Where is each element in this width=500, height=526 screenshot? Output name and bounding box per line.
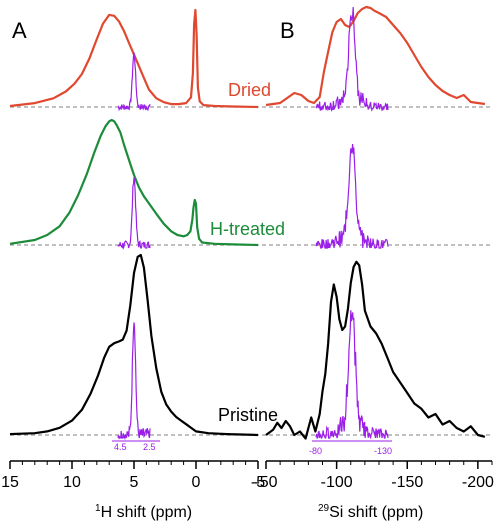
- tick-label: 15: [1, 474, 19, 491]
- tick-label: 5: [130, 474, 139, 491]
- panel-label-a: A: [12, 18, 27, 43]
- tick-label: -50: [254, 474, 277, 491]
- x-axis-title-b: 29Si shift (ppm): [318, 503, 423, 521]
- label-dried: Dried: [228, 80, 271, 100]
- inset-peak-6: [315, 310, 389, 440]
- series-line-b-dried: [265, 5, 486, 107]
- series-line-a-h-treated: [9, 118, 259, 247]
- inset-peak-4: [315, 7, 389, 113]
- inset-peak-3: [117, 322, 151, 441]
- x-axis-title-a-sup: 1: [95, 503, 101, 514]
- inset-peak-5: [315, 143, 389, 249]
- tick-label: -100: [321, 474, 353, 491]
- tick-label: -150: [391, 474, 423, 491]
- tick-label: 10: [63, 474, 81, 491]
- series-line-b-pristine: [265, 260, 486, 440]
- tick-label: -200: [462, 474, 494, 491]
- label-pristine: Pristine: [218, 405, 278, 425]
- inset-tick-b-1: -80: [309, 446, 322, 456]
- series-line-a-pristine: [9, 253, 259, 437]
- panel-label-b: B: [280, 18, 295, 43]
- series-line-a-dried: [9, 8, 259, 109]
- x-axis-title-a: 1H shift (ppm): [95, 503, 192, 521]
- inset-peak-2: [117, 177, 151, 250]
- x-axis-title-b-main: Si shift (ppm): [329, 504, 423, 521]
- tick-label: -5: [251, 474, 265, 491]
- inset-tick-b-2: -130: [374, 446, 392, 456]
- x-axis-title-b-sup: 29: [318, 503, 330, 514]
- inset-tick-a-2: 2.5: [143, 442, 156, 452]
- inset-peak-1: [117, 52, 151, 112]
- plot-layer: 15 10 5 0 -5-50 -100 -150 -200: [1, 5, 494, 491]
- tick-label: 0: [192, 474, 201, 491]
- x-axis-title-a-main: H shift (ppm): [101, 504, 193, 521]
- label-h-treated: H-treated: [210, 219, 285, 239]
- inset-tick-a-1: 4.5: [114, 442, 127, 452]
